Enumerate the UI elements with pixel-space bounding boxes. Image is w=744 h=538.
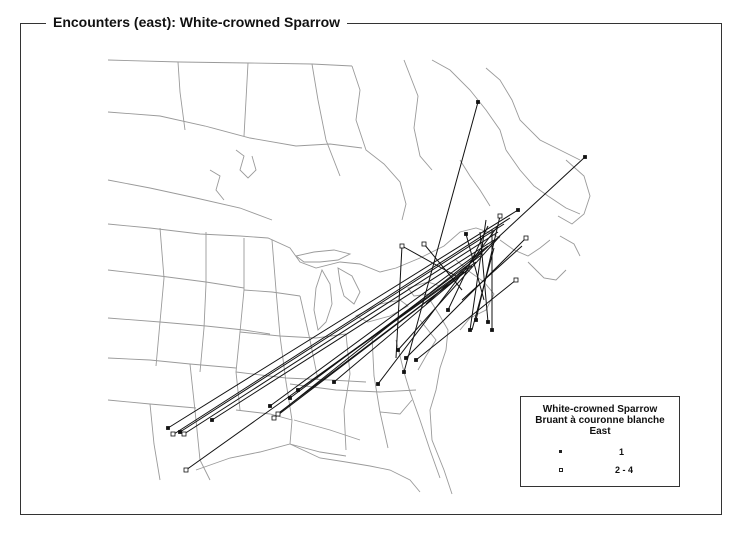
- open-square-icon: [559, 468, 563, 472]
- map-legend: White-crowned Sparrow Bruant à couronne …: [520, 396, 680, 487]
- map-title: Encounters (east): White-crowned Sparrow: [46, 14, 348, 30]
- legend-row-1: 1: [521, 447, 679, 459]
- legend-label-1: 1: [619, 447, 625, 457]
- map-frame: [20, 23, 722, 515]
- legend-species-en: White-crowned Sparrow: [542, 404, 658, 415]
- encounter-lines: [167, 101, 586, 471]
- small-square-icon: [559, 450, 562, 453]
- legend-label-2: 2 - 4: [615, 465, 634, 475]
- legend-region: East: [589, 426, 611, 437]
- encounter-points: [166, 100, 587, 473]
- legend-species-fr: Bruant à couronne blanche: [535, 415, 665, 426]
- political-boundaries: [107, 59, 591, 495]
- legend-row-2: 2 - 4: [521, 465, 679, 477]
